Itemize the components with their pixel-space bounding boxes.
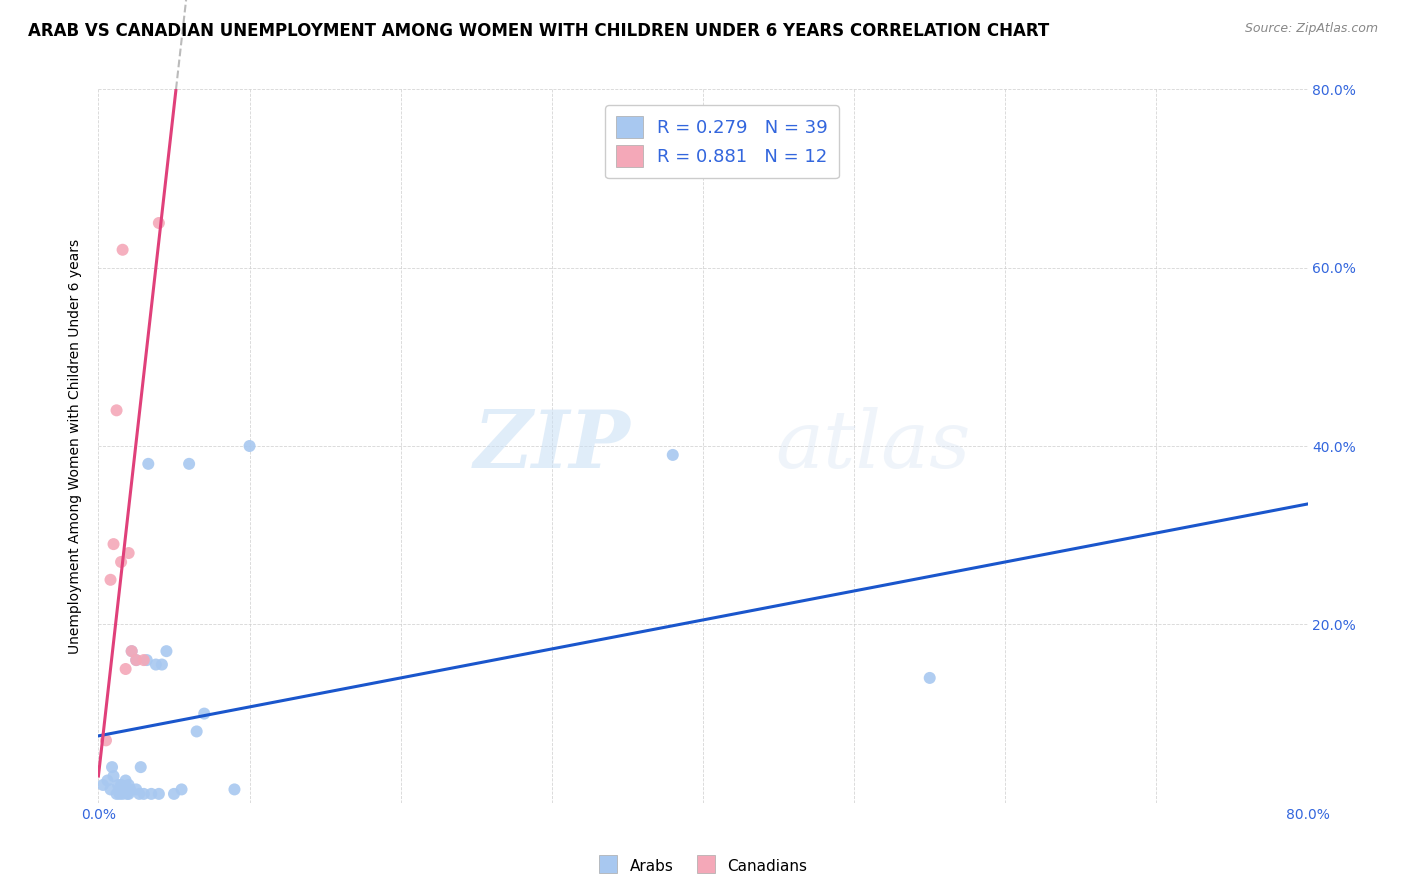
Point <box>103 769 125 783</box>
Point <box>128 787 150 801</box>
Text: ZIP: ZIP <box>474 408 630 484</box>
Text: ARAB VS CANADIAN UNEMPLOYMENT AMONG WOMEN WITH CHILDREN UNDER 6 YEARS CORRELATIO: ARAB VS CANADIAN UNEMPLOYMENT AMONG WOME… <box>28 22 1049 40</box>
Point <box>105 787 128 801</box>
Point <box>110 778 132 792</box>
Point <box>125 782 148 797</box>
Point <box>96 773 118 788</box>
Point <box>115 787 138 801</box>
Point <box>103 537 125 551</box>
Point <box>118 546 141 560</box>
Point <box>918 671 941 685</box>
Point <box>105 403 128 417</box>
Point <box>155 644 177 658</box>
Point <box>224 782 246 797</box>
Point <box>108 787 131 801</box>
Point <box>121 644 143 658</box>
Point <box>193 706 215 721</box>
Point <box>125 653 148 667</box>
Legend: Arabs, Canadians: Arabs, Canadians <box>593 852 813 880</box>
Point <box>100 573 122 587</box>
Point <box>141 787 163 801</box>
Point <box>111 243 134 257</box>
Point <box>125 653 148 667</box>
Point <box>114 773 136 788</box>
Y-axis label: Unemployment Among Women with Children Under 6 years: Unemployment Among Women with Children U… <box>69 238 83 654</box>
Point <box>150 657 173 672</box>
Point <box>120 782 142 797</box>
Point <box>179 457 201 471</box>
Point <box>100 782 122 797</box>
Point <box>135 653 157 667</box>
Point <box>239 439 262 453</box>
Point <box>110 782 132 797</box>
Point <box>94 733 117 747</box>
Point <box>118 778 141 792</box>
Point <box>145 657 167 672</box>
Point <box>148 216 170 230</box>
Text: atlas: atlas <box>776 408 972 484</box>
Text: Source: ZipAtlas.com: Source: ZipAtlas.com <box>1244 22 1378 36</box>
Point <box>121 644 143 658</box>
Point <box>107 778 129 792</box>
Point <box>148 787 170 801</box>
Point <box>110 555 132 569</box>
Point <box>163 787 186 801</box>
Point <box>111 787 134 801</box>
Point <box>112 782 135 797</box>
Point <box>662 448 685 462</box>
Point <box>186 724 208 739</box>
Point <box>170 782 193 797</box>
Point <box>129 760 152 774</box>
Point <box>114 662 136 676</box>
Point <box>101 760 124 774</box>
Point <box>118 787 141 801</box>
Point <box>91 778 114 792</box>
Legend: R = 0.279   N = 39, R = 0.881   N = 12: R = 0.279 N = 39, R = 0.881 N = 12 <box>605 105 839 178</box>
Point <box>136 457 159 471</box>
Point <box>132 653 155 667</box>
Point <box>132 787 155 801</box>
